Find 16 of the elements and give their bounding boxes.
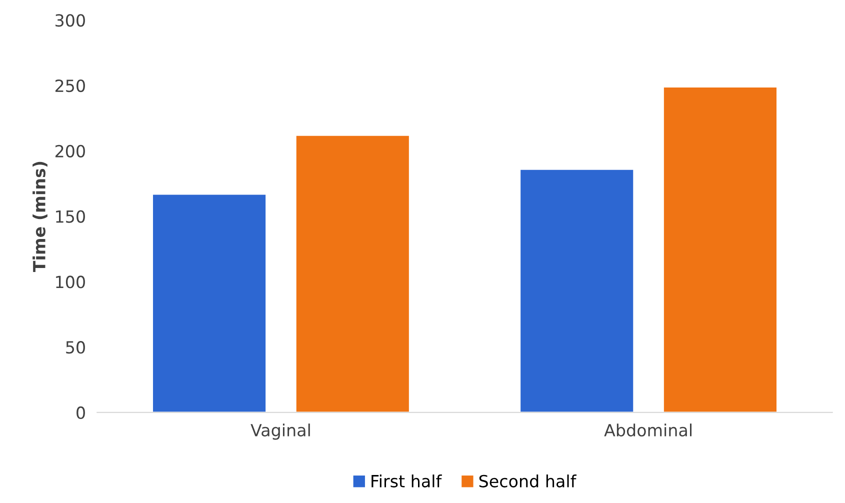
bar [294,134,410,412]
y-tick-label: 250 [55,79,85,92]
x-tick-label: Vaginal [250,424,310,440]
y-tick-label: 50 [66,341,85,354]
legend-label: Second half [479,474,577,488]
x-tick-label: Abdominal [604,424,692,436]
y-tick-label: 100 [56,276,85,288]
y-tick-label: 0 [76,406,85,420]
bar [152,193,267,412]
y-tick-label: 300 [56,14,85,27]
y-axis-title: Time (mins) [32,162,48,272]
bar [519,168,635,412]
bar [662,86,778,412]
legend-label: First half [372,474,442,488]
y-tick-label: 150 [56,210,85,223]
y-tick-label: 200 [55,144,85,158]
